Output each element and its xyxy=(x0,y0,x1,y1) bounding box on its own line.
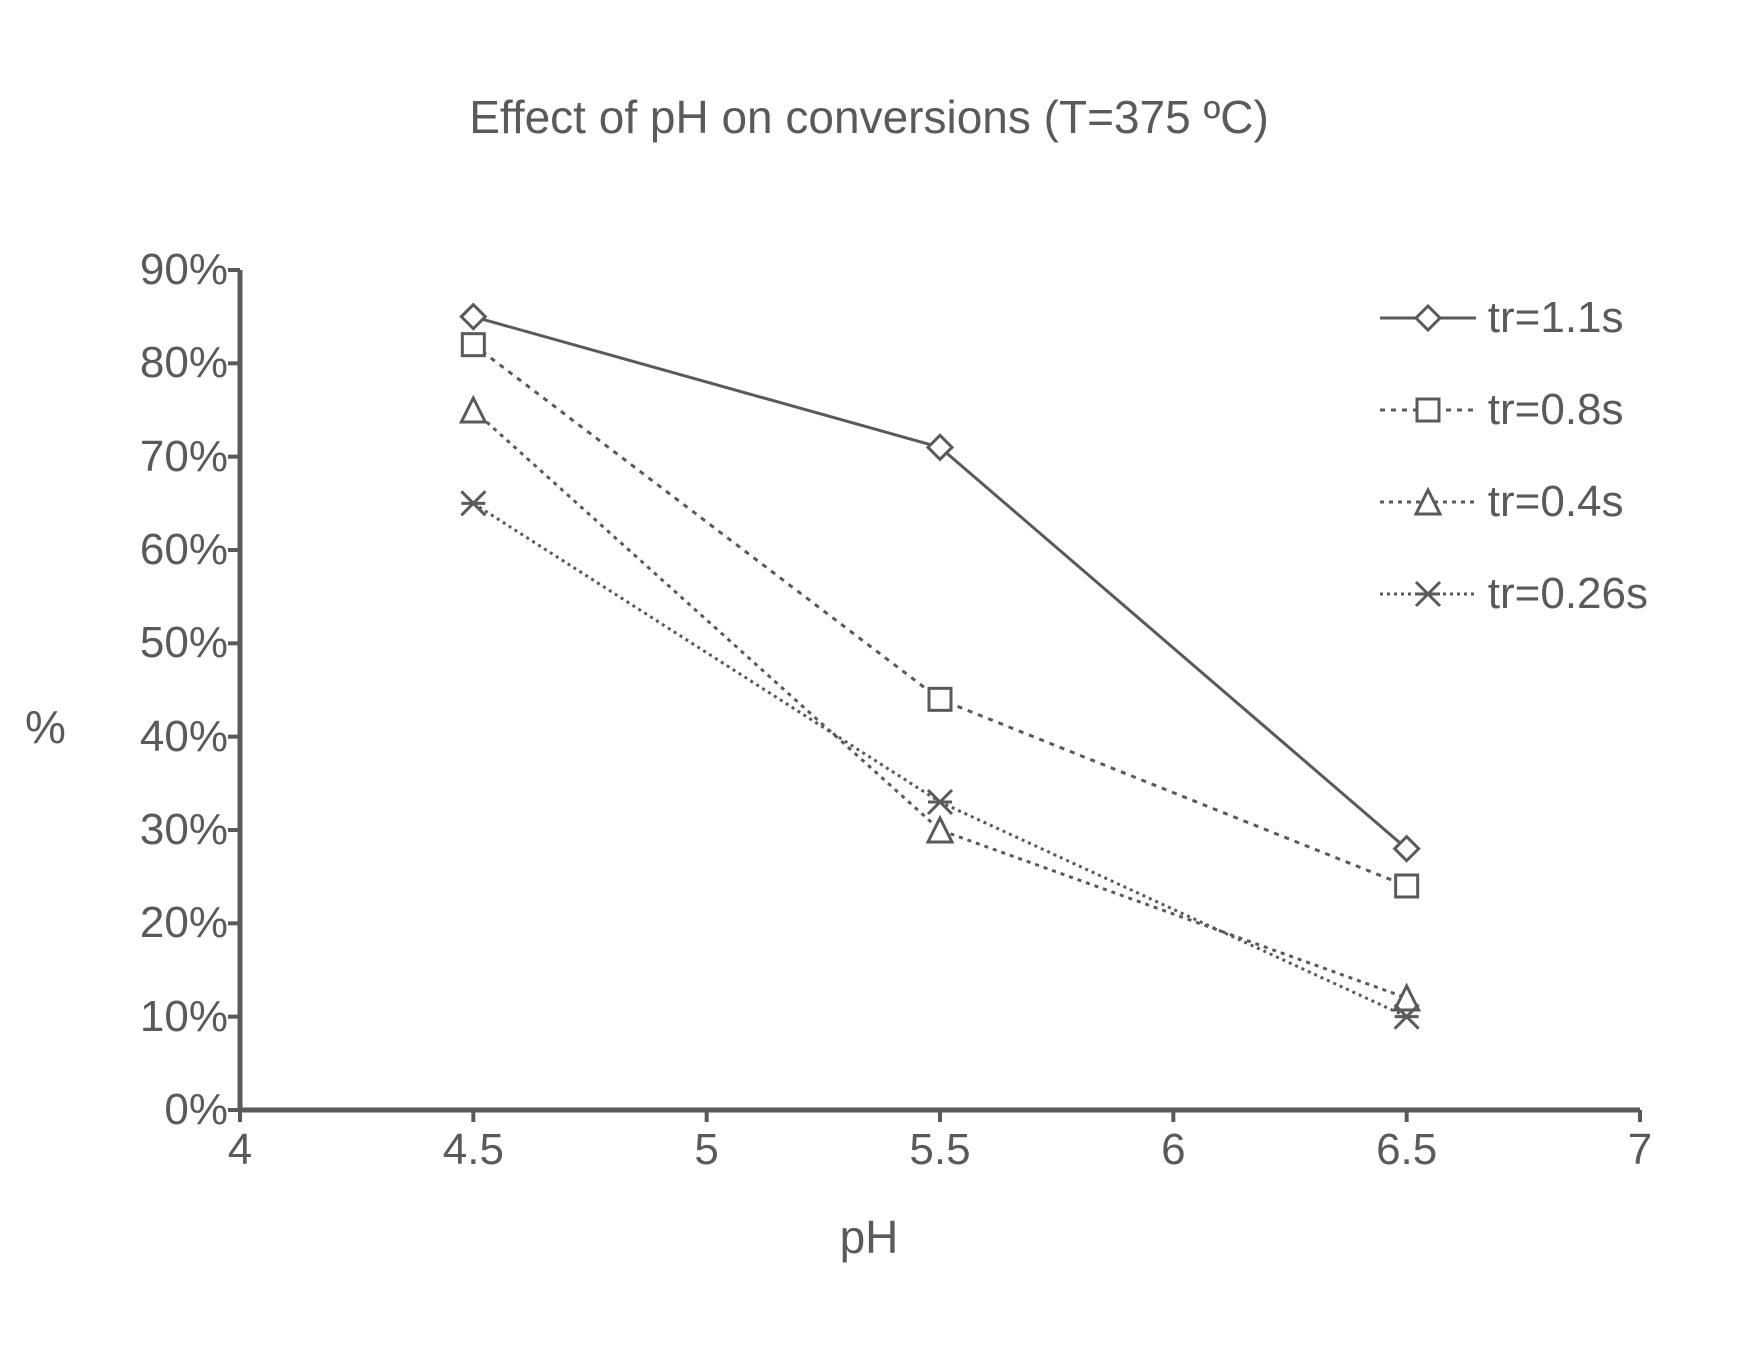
x-tick-label: 4 xyxy=(228,1125,252,1175)
x-tick-label: 7 xyxy=(1628,1125,1652,1175)
y-tick-label: 70% xyxy=(140,432,228,482)
legend-item: tr=0.8s xyxy=(1378,382,1648,438)
x-tick-label: 6.5 xyxy=(1376,1125,1437,1175)
legend: tr=1.1s tr=0.8s tr=0.4s tr=0.26s xyxy=(1378,290,1648,658)
y-tick-label: 60% xyxy=(140,525,228,575)
legend-label: tr=1.1s xyxy=(1488,293,1624,343)
legend-swatch-icon xyxy=(1378,574,1478,614)
x-tick-label: 5.5 xyxy=(909,1125,970,1175)
x-axis-title: pH xyxy=(0,1210,1738,1264)
y-tick-label: 90% xyxy=(140,245,228,295)
x-tick-label: 4.5 xyxy=(443,1125,504,1175)
y-tick-label: 0% xyxy=(164,1085,228,1135)
legend-item: tr=1.1s xyxy=(1378,290,1648,346)
chart-container: Effect of pH on conversions (T=375 ºC) %… xyxy=(0,0,1738,1349)
y-tick-label: 30% xyxy=(140,805,228,855)
legend-label: tr=0.26s xyxy=(1488,569,1648,619)
y-tick-label: 10% xyxy=(140,992,228,1042)
y-axis-title: % xyxy=(25,700,66,754)
x-tick-label: 6 xyxy=(1161,1125,1185,1175)
legend-swatch-icon xyxy=(1378,482,1478,522)
y-tick-label: 40% xyxy=(140,712,228,762)
legend-label: tr=0.8s xyxy=(1488,385,1624,435)
legend-swatch-icon xyxy=(1378,390,1478,430)
chart-title: Effect of pH on conversions (T=375 ºC) xyxy=(0,90,1738,144)
legend-item: tr=0.26s xyxy=(1378,566,1648,622)
y-tick-label: 80% xyxy=(140,338,228,388)
legend-swatch-icon xyxy=(1378,298,1478,338)
y-tick-label: 20% xyxy=(140,898,228,948)
y-tick-label: 50% xyxy=(140,618,228,668)
legend-label: tr=0.4s xyxy=(1488,477,1624,527)
x-tick-label: 5 xyxy=(694,1125,718,1175)
legend-item: tr=0.4s xyxy=(1378,474,1648,530)
